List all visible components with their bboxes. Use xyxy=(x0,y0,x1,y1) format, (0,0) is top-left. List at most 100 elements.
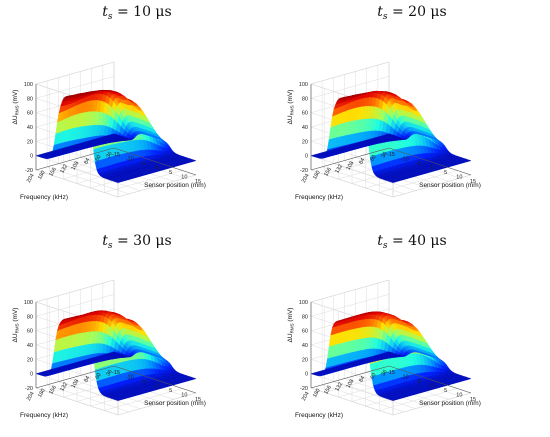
surface-panel-4: ts = 40 μs-15-10-50510153660841081321561… xyxy=(287,233,481,419)
y-tick-label: 132 xyxy=(59,164,69,175)
z-axis-label: ΔURMS (mV) xyxy=(12,90,20,125)
surface-mesh xyxy=(310,90,472,183)
z-axis-label: ΔURMS (mV) xyxy=(287,308,295,343)
y-tick-label: 108 xyxy=(71,378,81,389)
x-tick-label: -5 xyxy=(416,379,421,385)
z-tick-label: 60 xyxy=(302,111,308,117)
y-tick-label: 156 xyxy=(323,167,333,178)
y-axis-line xyxy=(310,147,390,171)
x-tick-label: -10 xyxy=(126,375,134,381)
z-tick-label: 60 xyxy=(27,329,33,335)
y-tick-label: 180 xyxy=(312,170,322,181)
surface-mesh xyxy=(35,90,197,183)
z-tick-label: 0 xyxy=(30,372,33,378)
z-tick-label: 20 xyxy=(302,139,308,145)
x-tick-label: 0 xyxy=(430,384,433,390)
panel-title: ts = 10 μs xyxy=(102,4,171,22)
x-tick-label: -10 xyxy=(401,375,409,381)
y-tick-label: 156 xyxy=(48,167,58,178)
x-tick-label: -5 xyxy=(141,161,146,167)
y-tick-label: 84 xyxy=(358,157,366,165)
x-tick-label: 0 xyxy=(430,166,433,172)
y-tick-label: 36 xyxy=(105,369,113,377)
y-tick-label: 204 xyxy=(301,173,311,184)
x-axis-line xyxy=(388,147,472,176)
y-tick-label: 60 xyxy=(369,372,377,380)
x-tick-label: 5 xyxy=(444,170,447,176)
z-tick-label: 20 xyxy=(27,357,33,363)
y-tick-label: 84 xyxy=(358,375,366,383)
surface-panel-2: ts = 20 μs-15-10-50510153660841081321561… xyxy=(287,4,481,201)
surface-mesh xyxy=(35,310,197,401)
x-axis-line xyxy=(388,365,472,394)
z-tick-label: 40 xyxy=(27,125,33,131)
x-tick-label: 10 xyxy=(181,175,187,181)
y-axis-label: Frequency (kHz) xyxy=(295,194,343,201)
z-tick-label: 0 xyxy=(30,154,33,160)
x-tick-label: -5 xyxy=(141,379,146,385)
x-axis-label: Sensor position (mm) xyxy=(419,182,481,189)
y-axis-label: Frequency (kHz) xyxy=(295,412,343,419)
z-tick-label: 100 xyxy=(24,300,33,306)
y-tick-label: 156 xyxy=(323,385,333,396)
x-tick-label: 15 xyxy=(470,179,476,185)
z-tick-label: -20 xyxy=(300,386,308,392)
y-tick-label: 204 xyxy=(26,173,36,184)
x-tick-label: 0 xyxy=(155,166,158,172)
y-tick-label: 36 xyxy=(105,151,113,159)
y-tick-label: 60 xyxy=(369,154,377,162)
z-axis-label: ΔURMS (mV) xyxy=(287,90,295,125)
surface-panel-3: ts = 30 μs-15-10-50510153660841081321561… xyxy=(12,233,206,419)
surface-panel-1: ts = 10 μs-15-10-50510153660841081321561… xyxy=(12,4,206,201)
y-tick-label: 36 xyxy=(380,151,388,159)
x-tick-label: -15 xyxy=(387,370,395,376)
x-tick-label: -5 xyxy=(416,161,421,167)
x-axis-label: Sensor position (mm) xyxy=(144,182,206,189)
x-tick-label: 5 xyxy=(169,388,172,394)
panel-title: ts = 20 μs xyxy=(377,4,446,22)
x-tick-label: 5 xyxy=(444,388,447,394)
y-tick-label: 132 xyxy=(334,164,344,175)
y-axis-line xyxy=(35,147,115,171)
x-axis-line xyxy=(113,147,197,176)
x-axis-label: Sensor position (mm) xyxy=(144,400,206,407)
y-tick-label: 180 xyxy=(37,388,47,399)
z-tick-label: -20 xyxy=(25,386,33,392)
z-tick-label: -20 xyxy=(25,168,33,174)
z-tick-label: 80 xyxy=(27,96,33,102)
x-tick-label: 15 xyxy=(470,397,476,403)
x-tick-label: -15 xyxy=(387,152,395,158)
x-tick-label: -10 xyxy=(401,157,409,163)
y-tick-label: 84 xyxy=(83,375,91,383)
x-tick-label: 0 xyxy=(155,384,158,390)
y-tick-label: 84 xyxy=(83,157,91,165)
x-tick-label: -15 xyxy=(112,152,120,158)
z-tick-label: 80 xyxy=(27,314,33,320)
x-axis-line xyxy=(113,365,197,394)
z-tick-label: 40 xyxy=(302,343,308,349)
x-tick-label: -10 xyxy=(126,157,134,163)
y-axis-label: Frequency (kHz) xyxy=(20,194,68,201)
y-tick-label: 60 xyxy=(94,154,102,162)
y-tick-label: 132 xyxy=(59,382,69,393)
x-tick-label: 10 xyxy=(456,175,462,181)
z-tick-label: 80 xyxy=(302,96,308,102)
z-tick-label: 60 xyxy=(302,329,308,335)
x-tick-label: 5 xyxy=(169,170,172,176)
z-tick-label: 0 xyxy=(305,372,308,378)
surface-mesh xyxy=(310,311,472,401)
y-tick-label: 180 xyxy=(37,170,47,181)
x-tick-label: 10 xyxy=(456,393,462,399)
y-tick-label: 108 xyxy=(346,378,356,389)
x-axis-label: Sensor position (mm) xyxy=(419,400,481,407)
y-tick-label: 108 xyxy=(346,160,356,171)
z-tick-label: 100 xyxy=(299,82,308,88)
y-axis-line xyxy=(310,365,390,389)
z-tick-label: 40 xyxy=(27,343,33,349)
z-tick-label: 100 xyxy=(299,300,308,306)
y-tick-label: 108 xyxy=(71,160,81,171)
panel-title: ts = 30 μs xyxy=(102,233,171,251)
z-tick-label: 0 xyxy=(305,154,308,160)
y-tick-label: 180 xyxy=(312,388,322,399)
y-tick-label: 204 xyxy=(26,391,36,402)
